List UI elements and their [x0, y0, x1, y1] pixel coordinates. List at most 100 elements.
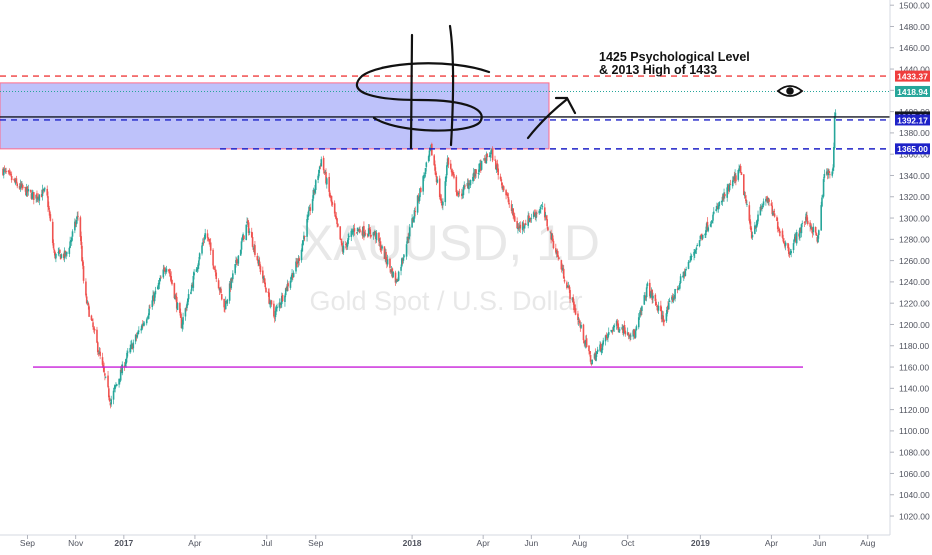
candle-body	[666, 306, 668, 314]
candle-body	[329, 192, 331, 198]
candle-body	[76, 215, 79, 219]
candle-body	[496, 163, 499, 169]
candle-body	[130, 343, 133, 345]
candle-body	[212, 249, 214, 266]
candle-body	[582, 324, 585, 341]
candle-body	[756, 221, 759, 226]
candle-body	[52, 243, 55, 249]
resistance-zone	[0, 82, 550, 150]
candle-body	[187, 294, 190, 300]
candle-body	[475, 169, 477, 174]
candle-body	[452, 172, 454, 175]
candle-body	[655, 301, 657, 306]
candle-body	[334, 214, 337, 217]
candle-body	[771, 205, 774, 215]
x-tick-label: Sep	[308, 538, 323, 548]
candle-body	[800, 224, 803, 234]
candle-body	[295, 261, 298, 264]
candle-body	[416, 195, 419, 213]
x-tick-label: Aug	[572, 538, 587, 548]
candle-body	[220, 294, 223, 300]
candle-body	[709, 224, 712, 227]
candle-body	[3, 168, 6, 170]
candle-body	[412, 217, 415, 222]
candle-body	[24, 187, 26, 188]
candle-body	[408, 236, 410, 239]
candle-body	[754, 225, 756, 234]
candle-body	[788, 247, 790, 255]
candle-body	[435, 175, 438, 183]
candle-body	[239, 249, 242, 256]
candle-body	[325, 171, 327, 184]
candle-body	[171, 279, 173, 285]
candle-body	[170, 276, 173, 281]
candle-body	[578, 320, 581, 324]
candle-body	[136, 334, 139, 338]
candle-body	[601, 344, 604, 351]
candle-body	[137, 331, 139, 335]
candle-body	[607, 333, 609, 339]
candle-body	[735, 175, 737, 182]
x-tick-label: Apr	[188, 538, 201, 548]
candle-body	[423, 176, 425, 178]
candle-body	[532, 212, 535, 218]
candle-body	[263, 278, 266, 283]
candle-body	[541, 206, 544, 207]
candle-body	[535, 212, 537, 219]
candle-body	[306, 219, 308, 237]
candle-body	[434, 164, 436, 171]
candle-body	[386, 259, 389, 265]
candle-body	[462, 187, 465, 196]
candle-body	[772, 212, 774, 215]
candle-body	[48, 205, 50, 210]
candle-body	[718, 202, 721, 207]
candle-body	[591, 359, 593, 364]
candle-body	[649, 282, 651, 297]
candle-body	[483, 158, 486, 160]
candle-body	[663, 319, 665, 323]
candle-body	[71, 231, 74, 237]
candle-body	[91, 319, 94, 321]
candle-body	[580, 325, 582, 328]
candle-body	[296, 262, 299, 265]
candle-body	[74, 221, 76, 231]
candle-body	[556, 250, 559, 257]
candle-body	[10, 174, 12, 176]
y-tick-label: 1200.00	[899, 320, 930, 330]
y-tick-label: 1120.00	[899, 405, 929, 415]
candle-body	[699, 235, 702, 239]
candle-body	[569, 289, 571, 299]
candle-body	[761, 205, 764, 208]
candle-body	[478, 163, 481, 172]
x-tick-label: Aug	[860, 538, 875, 548]
candle-body	[168, 269, 170, 272]
candle-body	[278, 302, 281, 308]
candle-body	[86, 301, 89, 303]
candle-body	[186, 303, 188, 309]
candle-body	[489, 154, 492, 157]
price-badge-label: 1418.94	[897, 87, 928, 97]
candle-body	[568, 285, 571, 290]
candle-body	[444, 181, 447, 203]
candle-body	[132, 342, 135, 349]
candle-body	[193, 272, 195, 276]
candle-body	[159, 277, 161, 281]
candle-body	[427, 156, 430, 162]
candle-body	[190, 284, 193, 291]
candle-body	[81, 245, 83, 262]
candle-body	[543, 207, 546, 218]
x-tick-label: Sep	[20, 538, 35, 548]
candle-body	[392, 271, 394, 278]
candle-body	[768, 199, 770, 202]
candle-body	[595, 354, 597, 361]
candle-body	[208, 238, 210, 242]
watermark-group: XAUUSD, 1D Gold Spot / U.S. Dollar	[300, 215, 600, 316]
candle-body	[363, 234, 366, 236]
candle-body	[237, 255, 240, 264]
candle-body	[729, 184, 732, 186]
candle-body	[248, 231, 251, 233]
candle-body	[745, 199, 747, 204]
candle-body	[16, 183, 19, 187]
candle-body	[652, 295, 654, 299]
